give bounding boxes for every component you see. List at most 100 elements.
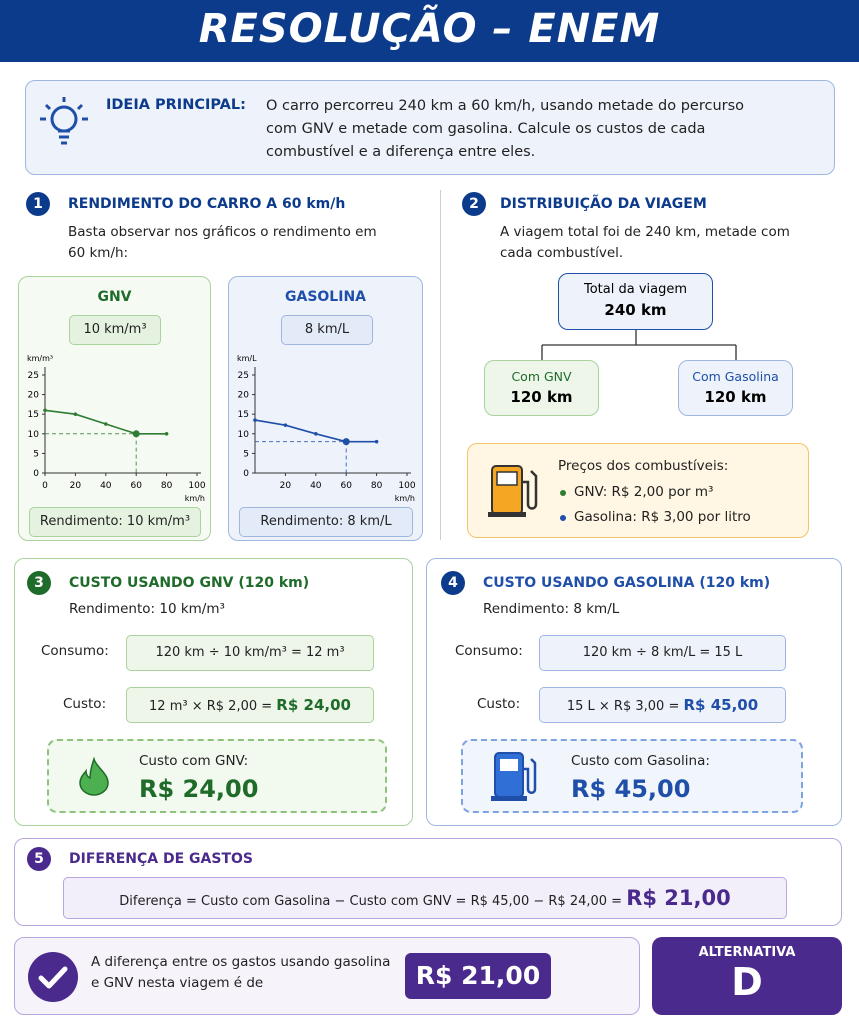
- y-tick-label: 5: [33, 449, 39, 459]
- badge: 10 km/m³: [69, 315, 161, 345]
- step-text: A viagem total foi de 240 km, metade com…: [500, 224, 790, 261]
- formula: 12 m³ × R$ 2,00 = R$ 24,00: [126, 687, 374, 723]
- summary-value: R$ 45,00: [571, 775, 691, 803]
- divider: [440, 190, 441, 540]
- step-text: Basta observar nos gráficos o rendimento…: [68, 224, 377, 261]
- gnv-chart-card: GNV 10 km/m³ km/m³ km/h 0 5 10 15 20 25 0 20 40 60 8…: [18, 276, 211, 541]
- row-label: Custo:: [63, 696, 107, 712]
- answer: ALTERNATIVA D: [652, 937, 842, 1015]
- x-tick-label: 100: [188, 481, 205, 491]
- chart: km/m³ km/h 0 5 10 15 20 25 0 20 40 60 80 100: [27, 354, 206, 502]
- y-tick-label: 25: [238, 371, 249, 381]
- x-tick-label: 0: [42, 481, 48, 491]
- y-tick-label: 20: [28, 391, 40, 401]
- point: [283, 423, 288, 427]
- header: RESOLUÇÃO – ENEM: [0, 0, 859, 62]
- idea-text: O carro percorreu 240 km a 60 km/h, usan…: [266, 98, 745, 160]
- chart: km/L km/h 0 5 10 15 20 25 20 40 60 80 100: [237, 354, 416, 502]
- point: [253, 418, 257, 422]
- x-tick-label: 80: [371, 481, 383, 491]
- idea-label: IDEIA PRINCIPAL:: [106, 97, 246, 113]
- x-tick-label: 100: [398, 481, 415, 491]
- line: [44, 409, 167, 435]
- gnv-box: Com GNV 120 km: [484, 360, 599, 416]
- step3-card: 3 CUSTO USANDO GNV (120 km) Rendimento: …: [14, 558, 413, 826]
- row-label: Consumo:: [455, 643, 523, 659]
- result: R$ 45,00: [683, 696, 759, 714]
- bullet: [560, 490, 566, 496]
- value: 240 km: [604, 301, 667, 319]
- result: R$ 24,00: [276, 696, 351, 714]
- point: [342, 438, 350, 446]
- y-tick-label: 0: [243, 469, 249, 479]
- x-tick-label: 20: [70, 481, 82, 491]
- formula: 15 L × R$ 3,00 = R$ 45,00: [539, 687, 786, 723]
- subtitle: Rendimento: 10 km/m³: [69, 601, 225, 617]
- bullet: [560, 515, 566, 521]
- summary-value: R$ 24,00: [139, 775, 259, 803]
- conclusion: A diferença entre os gastos usando gasol…: [14, 937, 640, 1015]
- price-item: GNV: R$ 2,00 por m³: [574, 484, 714, 500]
- point: [164, 432, 169, 436]
- formula: 120 km ÷ 8 km/L = 15 L: [539, 635, 786, 671]
- point: [132, 430, 140, 438]
- value: 120 km: [510, 388, 573, 406]
- point: [43, 408, 47, 413]
- row-label: Custo:: [477, 696, 521, 712]
- step-title: DISTRIBUIÇÃO DA VIAGEM: [500, 196, 707, 212]
- point: [104, 422, 108, 426]
- flame-icon: [79, 757, 109, 796]
- answer-letter: D: [731, 960, 763, 1004]
- bulb-icon: [40, 97, 88, 145]
- y-tick-label: 20: [238, 391, 250, 401]
- step-title: RENDIMENTO DO CARRO A 60 km/h: [68, 196, 346, 212]
- expr: 15 L × R$ 3,00 =: [566, 699, 680, 714]
- x-tick-label: 60: [340, 481, 352, 491]
- value: 120 km: [704, 388, 767, 406]
- check-icon: [28, 952, 78, 1002]
- expr: 12 m³ × R$ 2,00 =: [149, 699, 273, 714]
- step-number: 3: [27, 571, 51, 595]
- guide: [255, 441, 347, 473]
- formula: 120 km ÷ 10 km/m³ = 12 m³: [126, 635, 374, 671]
- summary-label: Custo com Gasolina:: [571, 753, 710, 769]
- gasolina-chart-card: GASOLINA 8 km/L km/L km/h 0 5 10 15 20 25 20 40 60…: [228, 276, 423, 541]
- result: R$ 21,00: [626, 886, 731, 910]
- price-item: Gasolina: R$ 3,00 por litro: [574, 509, 751, 525]
- summary: Custo com Gasolina: R$ 45,00: [461, 739, 803, 813]
- row-label: Consumo:: [41, 643, 109, 659]
- y-tick-label: 10: [238, 430, 250, 440]
- summary: Custo com GNV: R$ 24,00: [47, 739, 387, 813]
- point: [374, 439, 379, 444]
- x-tick-label: 20: [280, 481, 292, 491]
- y-tick-label: 25: [28, 371, 39, 381]
- y-axis-label: km/m³: [27, 354, 53, 363]
- x-axis-label: km/h: [395, 494, 415, 502]
- step-title: CUSTO USANDO GNV (120 km): [69, 575, 310, 591]
- x-tick-label: 60: [130, 481, 142, 491]
- line: [254, 419, 377, 443]
- step-number: 1: [26, 192, 50, 216]
- y-axis-label: km/L: [237, 354, 257, 363]
- y-tick-label: 10: [28, 430, 40, 440]
- prices-title: Preços dos combustíveis:: [558, 458, 729, 474]
- answer-label: ALTERNATIVA: [698, 945, 796, 960]
- conclusion-text: A diferença entre os gastos usando gasol…: [91, 954, 391, 991]
- x-tick-label: 40: [100, 481, 112, 491]
- y-tick-label: 15: [28, 410, 39, 420]
- chart-title: GASOLINA: [285, 289, 366, 305]
- label: Com GNV: [511, 369, 572, 384]
- prices-box: Preços dos combustíveis: GNV: R$ 2,00 po…: [467, 443, 809, 538]
- step-number: 5: [27, 847, 51, 871]
- step-title: DIFERENÇA DE GASTOS: [69, 851, 254, 867]
- connector: [541, 330, 737, 360]
- step-title: CUSTO USANDO GASOLINA (120 km): [483, 575, 771, 591]
- formula: Diferença = Custo com Gasolina − Custo c…: [63, 877, 787, 919]
- step4-card: 4 CUSTO USANDO GASOLINA (120 km) Rendime…: [426, 558, 842, 826]
- y-tick-label: 5: [243, 449, 249, 459]
- badge: 8 km/L: [281, 315, 373, 345]
- subtitle: Rendimento: 8 km/L: [483, 601, 620, 617]
- point: [73, 412, 78, 416]
- summary-label: Custo com GNV:: [139, 753, 249, 769]
- guide: [45, 433, 137, 473]
